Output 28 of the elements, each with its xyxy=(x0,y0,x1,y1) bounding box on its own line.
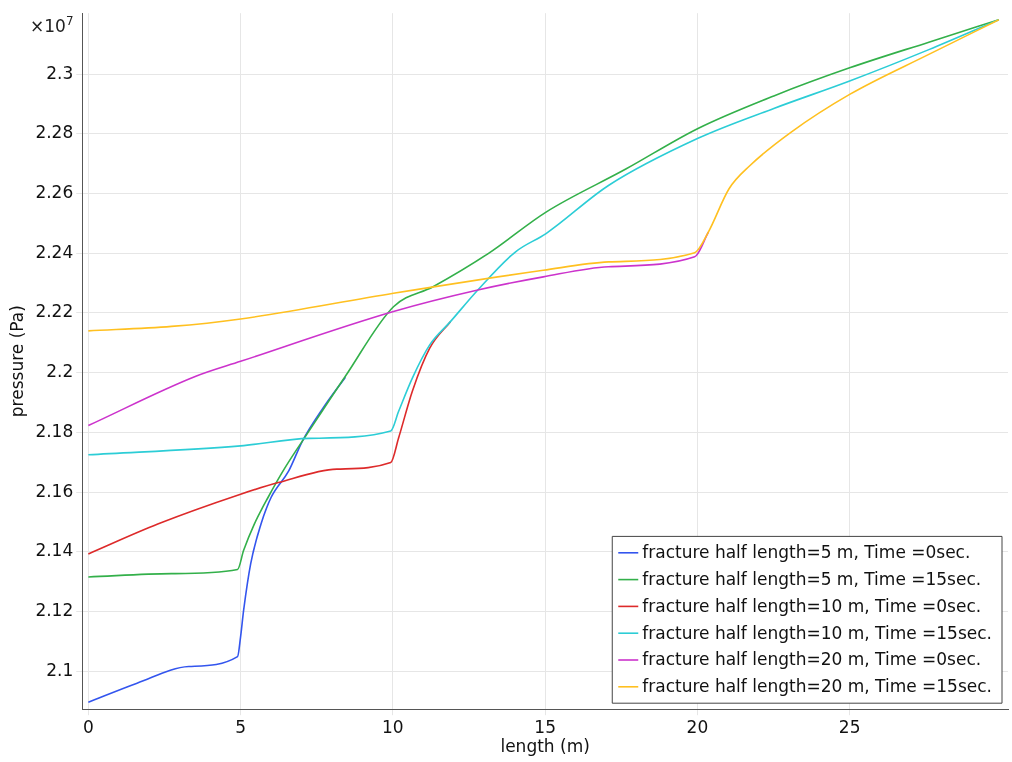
y-axis-title: pressure (Pa) xyxy=(6,305,27,418)
x-tick-label: 25 xyxy=(838,716,861,737)
legend-label: fracture half length=10 m, Time =0sec. xyxy=(642,595,982,616)
legend-label: fracture half length=5 m, Time =15sec. xyxy=(642,569,982,590)
line-series xyxy=(87,376,347,704)
y-tick-label: 2.2 xyxy=(46,361,74,382)
line-series xyxy=(87,18,1000,456)
x-tick-label: 0 xyxy=(82,716,94,737)
legend-label: fracture half length=20 m, Time =0sec. xyxy=(642,649,982,670)
y-tick-label: 2.24 xyxy=(35,241,74,262)
y-tick-label: 2.14 xyxy=(35,540,74,561)
legend-label: fracture half length=10 m, Time =15sec. xyxy=(642,622,992,643)
y-tick-label: 2.12 xyxy=(35,599,74,620)
y-tick-label: 2.1 xyxy=(46,659,74,680)
y-tick-label: 2.28 xyxy=(35,122,74,143)
y-tick-label: 2.3 xyxy=(46,62,74,83)
x-tick-label: 5 xyxy=(235,716,247,737)
y-tick-label: 2.16 xyxy=(35,480,74,501)
x-tick-label: 20 xyxy=(686,716,709,737)
line-series xyxy=(87,18,1000,332)
y-tick-label: 2.22 xyxy=(35,301,74,322)
legend-label: fracture half length=20 m, Time =15sec. xyxy=(642,676,992,697)
x-tick-label: 15 xyxy=(534,716,556,737)
x-tick-label: 10 xyxy=(382,716,404,737)
y-tick-label: 2.18 xyxy=(35,420,74,441)
y-tick-label: 2.26 xyxy=(35,181,74,202)
legend-label: fracture half length=5 m, Time =0sec. xyxy=(642,542,971,563)
x-axis-title: length (m) xyxy=(500,736,590,757)
